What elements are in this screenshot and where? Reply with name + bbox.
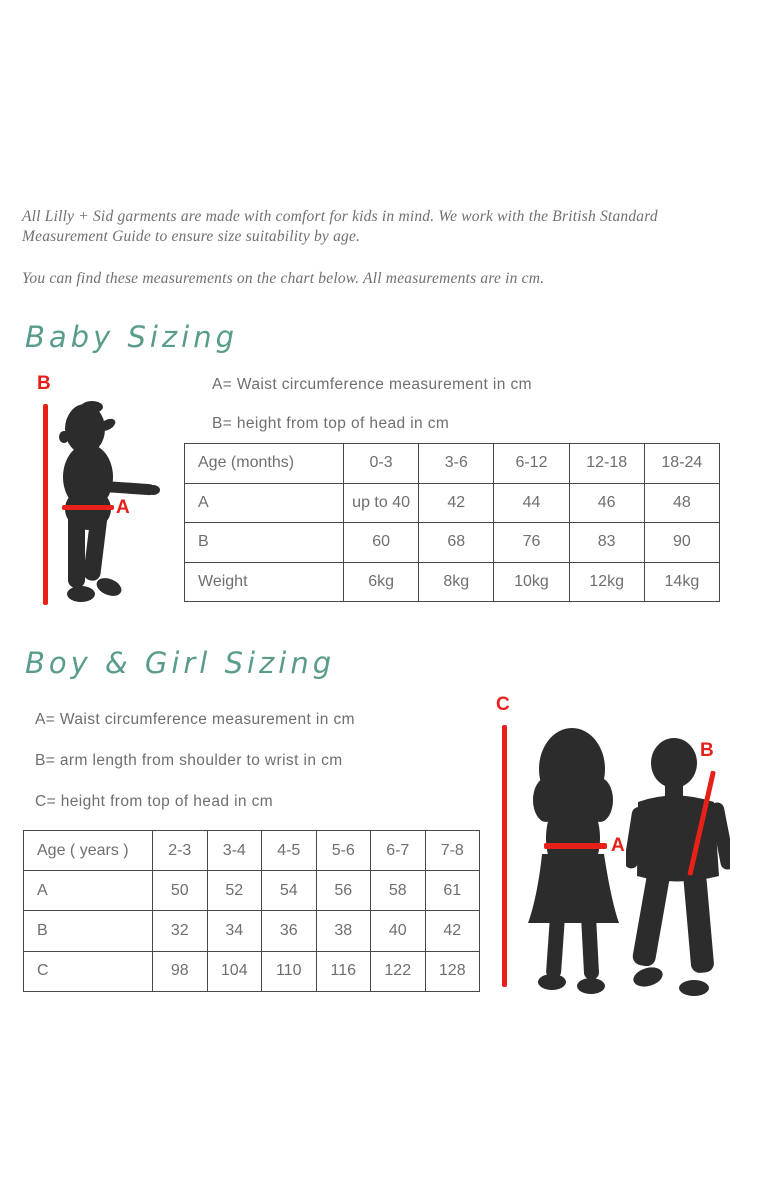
row-label-cell: C bbox=[23, 950, 153, 992]
row-label-cell: Age (months) bbox=[184, 443, 344, 484]
row-label-cell: Weight bbox=[184, 561, 344, 602]
girl-silhouette bbox=[528, 728, 619, 994]
value-cell: 6kg bbox=[342, 561, 420, 602]
value-cell: 34 bbox=[206, 910, 262, 952]
value-cell: 46 bbox=[568, 482, 645, 523]
value-cell: 12kg bbox=[568, 561, 645, 602]
column-header-cell: 5-6 bbox=[315, 829, 371, 872]
value-cell: 42 bbox=[424, 910, 480, 952]
row-label-cell: Age ( years ) bbox=[23, 829, 153, 872]
baby-height-b-label: B bbox=[37, 373, 52, 394]
column-header-cell: 18-24 bbox=[643, 443, 721, 484]
intro-paragraph-2: You can find these measurements on the c… bbox=[22, 270, 545, 287]
value-cell: 83 bbox=[568, 522, 645, 563]
value-cell: 40 bbox=[370, 910, 426, 952]
kids-waist-measure-line bbox=[544, 843, 607, 849]
intro-paragraph-1: All Lilly + Sid garments are made with c… bbox=[22, 208, 658, 246]
column-header-cell: 4-5 bbox=[261, 829, 317, 872]
table-row: A 50 52 54 56 58 61 bbox=[23, 870, 480, 912]
value-cell: 58 bbox=[370, 870, 426, 912]
value-cell: 128 bbox=[424, 950, 480, 992]
value-cell: 38 bbox=[315, 910, 371, 952]
value-cell: 104 bbox=[206, 950, 262, 992]
row-label-cell: A bbox=[184, 482, 344, 523]
kids-legend-a: A= Waist circumference measurement in cm bbox=[35, 711, 355, 728]
baby-waist-a-label: A bbox=[116, 497, 131, 518]
value-cell: 116 bbox=[315, 950, 371, 992]
value-cell: 98 bbox=[152, 950, 208, 992]
table-row: Weight 6kg 8kg 10kg 12kg 14kg bbox=[184, 561, 721, 602]
value-cell: 90 bbox=[643, 522, 721, 563]
value-cell: 76 bbox=[493, 522, 570, 563]
value-cell: 61 bbox=[424, 870, 480, 912]
value-cell: 52 bbox=[206, 870, 262, 912]
column-header-cell: 2-3 bbox=[152, 829, 208, 872]
column-header-cell: 0-3 bbox=[342, 443, 420, 484]
value-cell: 60 bbox=[342, 522, 420, 563]
value-cell: 56 bbox=[315, 870, 371, 912]
baby-legend-a: A= Waist circumference measurement in cm bbox=[212, 376, 532, 393]
kids-height-c-label: C bbox=[496, 694, 511, 715]
baby-sizing-heading: Baby Sizing bbox=[25, 320, 238, 354]
value-cell: 32 bbox=[152, 910, 208, 952]
kids-legend-b: B= arm length from shoulder to wrist in … bbox=[35, 752, 343, 769]
row-label-cell: A bbox=[23, 870, 153, 912]
value-cell: 14kg bbox=[643, 561, 721, 602]
value-cell: 48 bbox=[643, 482, 721, 523]
value-cell: 68 bbox=[418, 522, 495, 563]
boy-silhouette bbox=[626, 738, 730, 996]
table-row: C 98 104 110 116 122 128 bbox=[23, 950, 480, 992]
kids-size-table: Age ( years ) 2-3 3-4 4-5 5-6 6-7 7-8 A 50 52 54 56… bbox=[23, 829, 480, 992]
value-cell: 54 bbox=[261, 870, 317, 912]
row-label-cell: B bbox=[184, 522, 344, 563]
value-cell: 8kg bbox=[418, 561, 495, 602]
table-row: B 32 34 36 38 40 42 bbox=[23, 910, 480, 952]
value-cell: 110 bbox=[261, 950, 317, 992]
kids-sizing-heading: Boy & Girl Sizing bbox=[25, 646, 336, 680]
column-header-cell: 7-8 bbox=[424, 829, 480, 872]
column-header-cell: 3-4 bbox=[206, 829, 262, 872]
baby-legend-b: B= height from top of head in cm bbox=[212, 415, 450, 432]
value-cell: 44 bbox=[493, 482, 570, 523]
baby-silhouette bbox=[59, 401, 160, 602]
kids-arm-b-label: B bbox=[700, 740, 715, 761]
value-cell: 10kg bbox=[493, 561, 570, 602]
value-cell: 36 bbox=[261, 910, 317, 952]
column-header-cell: 3-6 bbox=[418, 443, 495, 484]
table-row: B 60 68 76 83 90 bbox=[184, 522, 721, 563]
baby-height-measure-line bbox=[43, 404, 48, 605]
column-header-cell: 6-12 bbox=[493, 443, 570, 484]
value-cell: 42 bbox=[418, 482, 495, 523]
value-cell: 50 bbox=[152, 870, 208, 912]
kids-waist-a-label: A bbox=[611, 835, 626, 856]
kids-legend-c: C= height from top of head in cm bbox=[35, 793, 274, 810]
table-header-row: Age ( years ) 2-3 3-4 4-5 5-6 6-7 7-8 bbox=[23, 829, 480, 872]
table-header-row: Age (months) 0-3 3-6 6-12 12-18 18-24 bbox=[184, 443, 721, 484]
value-cell: up to 40 bbox=[342, 482, 420, 523]
baby-waist-measure-line bbox=[62, 505, 114, 510]
column-header-cell: 12-18 bbox=[568, 443, 645, 484]
column-header-cell: 6-7 bbox=[370, 829, 426, 872]
row-label-cell: B bbox=[23, 910, 153, 952]
kids-height-measure-line bbox=[502, 725, 507, 987]
value-cell: 122 bbox=[370, 950, 426, 992]
